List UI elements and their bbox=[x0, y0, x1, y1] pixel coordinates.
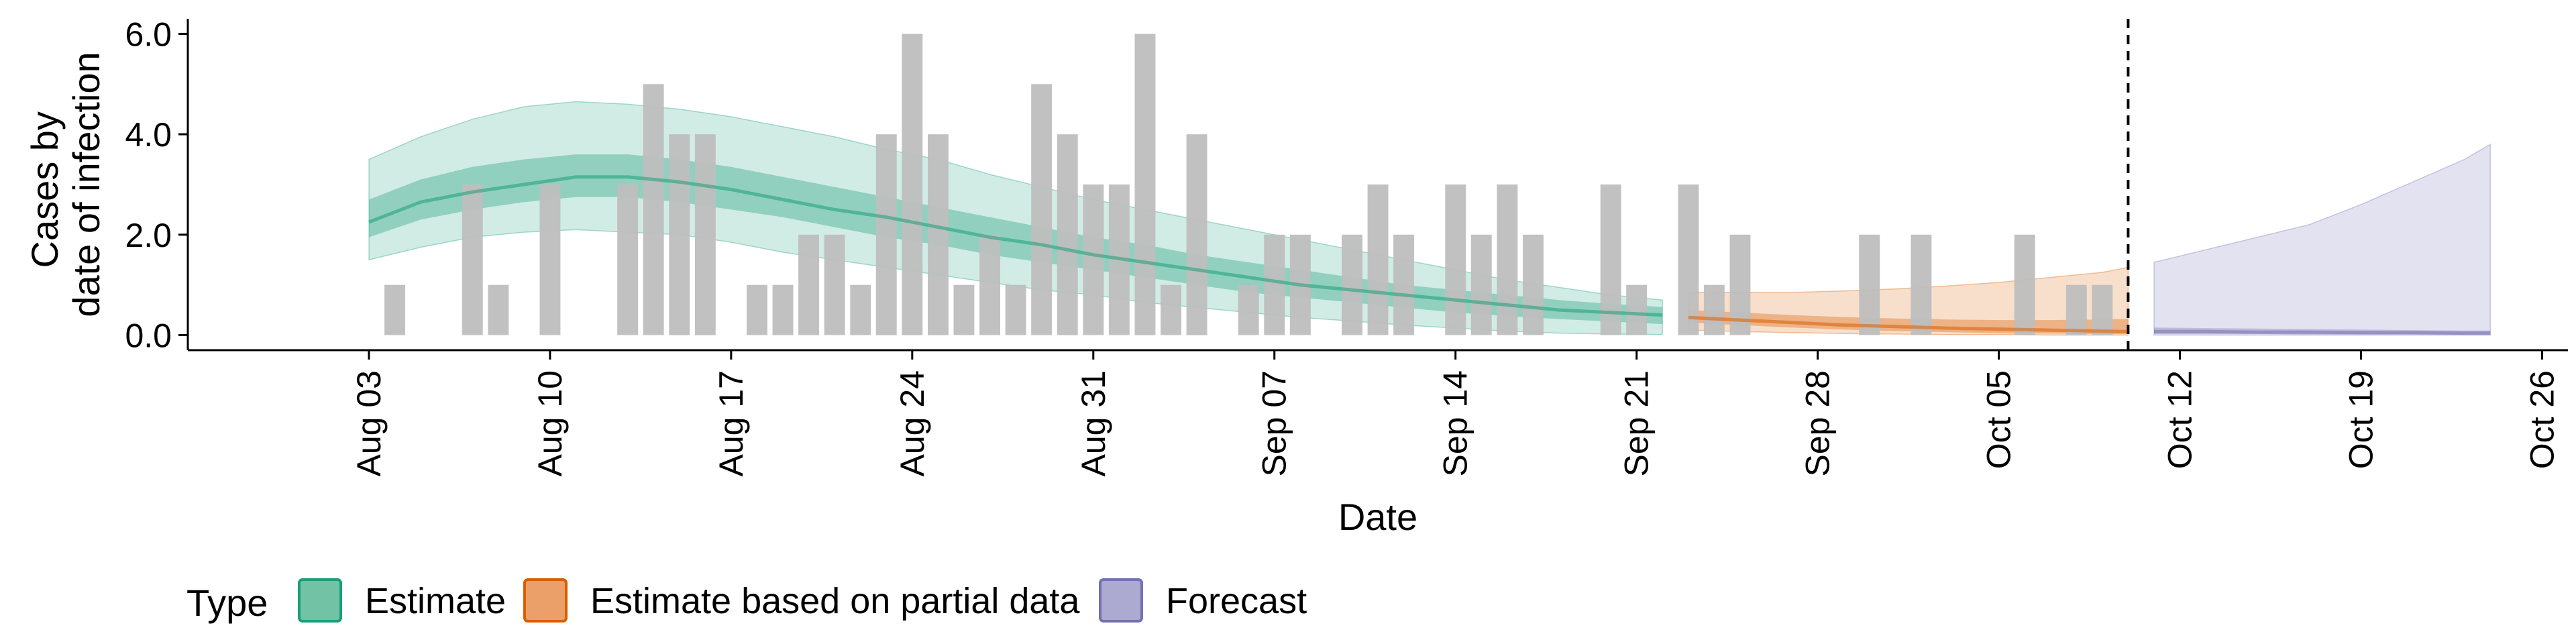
y-axis-title-line-2: date of infection bbox=[65, 52, 107, 317]
legend-item-estimate: Estimate bbox=[299, 580, 506, 621]
case-bar bbox=[617, 184, 638, 335]
case-bar bbox=[1497, 184, 1517, 335]
y-tick-label: 0.0 bbox=[125, 317, 172, 355]
case-bar bbox=[902, 34, 922, 335]
case-bars bbox=[384, 34, 2112, 335]
case-bar bbox=[695, 134, 716, 335]
x-ticks: Aug 03 Aug 10 Aug 17 Aug 24 Aug 31 Sep 07 Sep … bbox=[350, 350, 2561, 476]
legend-label: Estimate bbox=[365, 581, 506, 621]
legend-swatch bbox=[299, 580, 341, 621]
y-tick-label: 6.0 bbox=[125, 15, 172, 53]
case-bar bbox=[1083, 184, 1104, 335]
legend: Type Estimate Estimate based on partial d… bbox=[186, 580, 1307, 624]
legend-item-estimate-based-on-partial-data: Estimate based on partial data bbox=[525, 580, 1080, 621]
legend-title: Type bbox=[186, 582, 268, 624]
case-bar bbox=[1264, 235, 1285, 335]
case-bar bbox=[1031, 84, 1052, 335]
y-tick-label: 2.0 bbox=[125, 217, 172, 254]
case-bar bbox=[2066, 285, 2087, 335]
case-bar bbox=[384, 285, 405, 335]
case-bar bbox=[540, 184, 561, 335]
x-tick-label: Oct 12 bbox=[2161, 370, 2199, 469]
case-bar bbox=[1135, 34, 1156, 335]
case-bar bbox=[1368, 184, 1389, 335]
x-tick-label: Sep 28 bbox=[1799, 370, 1837, 476]
case-bar bbox=[643, 84, 664, 335]
y-ticks: 0.0 2.0 4.0 6.0 bbox=[125, 15, 188, 354]
x-tick-label: Sep 21 bbox=[1618, 370, 1656, 476]
case-bar bbox=[747, 285, 767, 335]
case-bar bbox=[1187, 134, 1208, 335]
case-bar bbox=[1471, 235, 1492, 335]
case-bar bbox=[773, 285, 794, 335]
legend-label: Forecast bbox=[1166, 581, 1307, 621]
x-tick-label: Sep 07 bbox=[1256, 370, 1293, 476]
case-bar bbox=[2092, 285, 2112, 335]
case-bar bbox=[1678, 184, 1699, 335]
median-line-forecast bbox=[2154, 331, 2490, 333]
case-bar bbox=[1626, 285, 1647, 335]
legend-item-forecast: Forecast bbox=[1100, 580, 1307, 621]
case-bar bbox=[2015, 235, 2035, 335]
case-bar bbox=[1006, 285, 1026, 335]
case-bar bbox=[798, 235, 819, 335]
x-tick-label: Oct 26 bbox=[2523, 370, 2561, 469]
case-bar bbox=[1342, 235, 1362, 335]
case-bar bbox=[1393, 235, 1414, 335]
y-tick-label: 4.0 bbox=[125, 116, 172, 154]
case-bar bbox=[1057, 134, 1078, 335]
x-tick-label: Sep 14 bbox=[1437, 370, 1474, 476]
legend-items: Estimate Estimate based on partial data Fo… bbox=[299, 580, 1307, 621]
case-bar bbox=[488, 285, 508, 335]
x-tick-label: Aug 10 bbox=[531, 370, 569, 476]
case-bar bbox=[824, 235, 845, 335]
case-bar bbox=[954, 285, 975, 335]
x-tick-label: Oct 05 bbox=[1980, 370, 2018, 469]
y-axis-title-line-1: Cases by bbox=[23, 111, 66, 268]
x-tick-label: Aug 31 bbox=[1075, 370, 1112, 476]
x-tick-label: Oct 19 bbox=[2343, 370, 2380, 469]
case-bar bbox=[462, 184, 483, 335]
x-tick-label: Aug 03 bbox=[350, 370, 388, 476]
y-axis-title: Cases by date of infection bbox=[23, 52, 107, 317]
case-bar bbox=[1161, 285, 1181, 335]
x-tick-label: Aug 17 bbox=[712, 370, 750, 476]
case-bar bbox=[1859, 235, 1880, 335]
legend-swatch bbox=[1100, 580, 1142, 621]
case-bar bbox=[979, 235, 1000, 335]
case-bar bbox=[1523, 235, 1544, 335]
outer-band-forecast bbox=[2154, 144, 2490, 335]
case-bar bbox=[669, 134, 690, 335]
case-bar bbox=[850, 285, 871, 335]
case-bar bbox=[1445, 184, 1466, 335]
legend-swatch bbox=[525, 580, 566, 621]
x-tick-label: Aug 24 bbox=[894, 370, 931, 476]
case-bar bbox=[928, 134, 949, 335]
case-bar bbox=[1238, 285, 1259, 335]
legend-label: Estimate based on partial data bbox=[590, 581, 1080, 621]
case-bar bbox=[1704, 285, 1725, 335]
case-bar bbox=[1911, 235, 1931, 335]
x-axis-title: Date bbox=[1338, 496, 1417, 538]
case-bar bbox=[876, 134, 897, 335]
